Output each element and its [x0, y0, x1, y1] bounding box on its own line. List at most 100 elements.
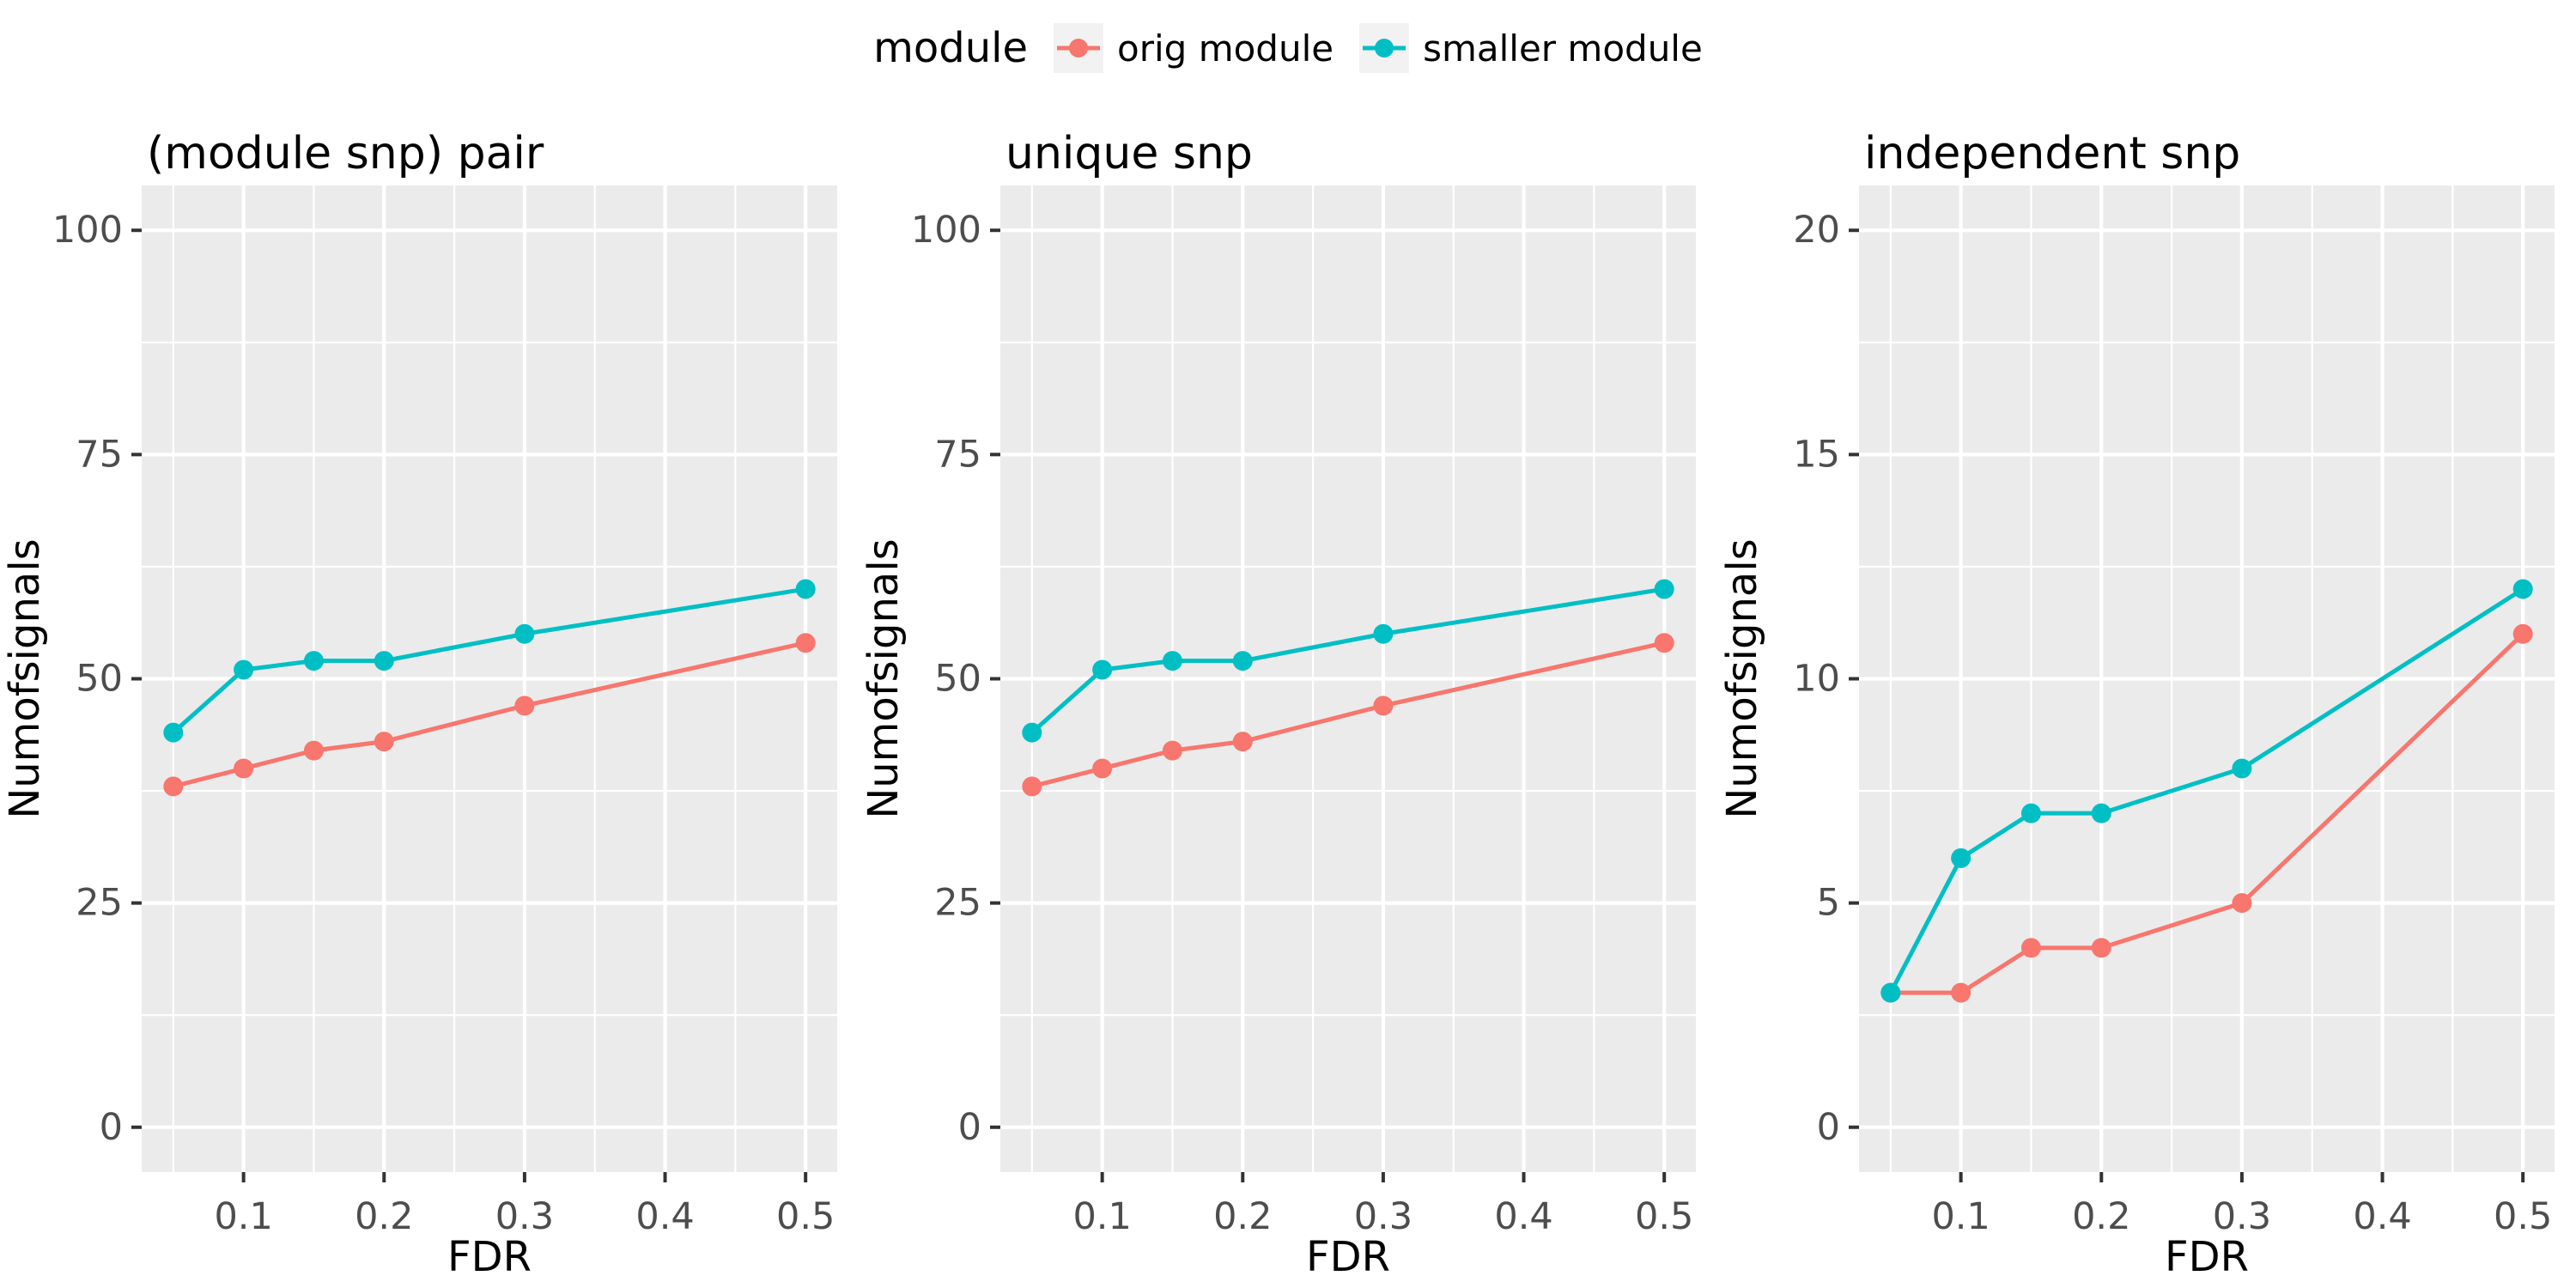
data-point — [2232, 893, 2252, 914]
x-axis-title: FDR — [1306, 1233, 1390, 1281]
series-line — [1030, 586, 1665, 735]
data-point — [1373, 696, 1394, 716]
data-point — [2020, 803, 2041, 823]
legend-key-point — [1375, 39, 1394, 58]
x-tick-label: 0.5 — [2494, 1195, 2552, 1238]
x-tick-label: 0.5 — [1635, 1195, 1693, 1238]
legend-key-smaller-module — [1359, 23, 1410, 73]
facet-independent-snp: 0.1 0.2 0.3 0.4 0.5 0 5 10 15 20 independent snp FD… — [1722, 120, 2572, 1288]
x-tick-label: 0.2 — [1213, 1195, 1272, 1238]
data-point — [2020, 938, 2041, 958]
x-tick-label: 0.4 — [2353, 1195, 2411, 1238]
data-point — [1232, 651, 1253, 671]
data-point — [1373, 623, 1394, 644]
y-tick-label: 0 — [958, 1106, 981, 1149]
data-point — [1951, 848, 1971, 868]
data-point — [234, 659, 254, 680]
data-point — [1654, 633, 1674, 653]
data-point — [1022, 776, 1042, 797]
data-point — [303, 740, 324, 761]
x-tick-label: 0.3 — [2213, 1195, 2271, 1238]
data-point — [2091, 938, 2111, 958]
gridlines — [142, 185, 837, 1172]
data-point — [2512, 579, 2533, 599]
series-smaller-module — [1880, 579, 2533, 1003]
x-axis-title: FDR — [447, 1233, 532, 1281]
legend: module orig module smaller module — [0, 14, 2576, 82]
data-point — [374, 651, 394, 671]
series-smaller-module — [163, 579, 816, 743]
data-point — [514, 696, 535, 716]
facet-module-snp-pair: 0.1 0.2 0.3 0.4 0.5 0 25 50 75 100 (module snp) pa… — [4, 120, 854, 1288]
legend-item-orig-module: orig module — [1054, 23, 1334, 73]
legend-key-point — [1069, 39, 1089, 58]
axes: 0.1 0.2 0.3 0.4 0.5 0 25 50 75 100 — [52, 209, 835, 1238]
y-tick-label: 20 — [1793, 209, 1840, 252]
y-tick-label: 0 — [1817, 1106, 1840, 1149]
x-tick-label: 0.3 — [1354, 1195, 1413, 1238]
data-point — [1162, 651, 1182, 671]
legend-item-label: orig module — [1117, 27, 1334, 70]
data-point — [374, 732, 394, 752]
gridlines — [1000, 185, 1696, 1172]
x-tick-label: 0.1 — [1931, 1195, 1990, 1238]
axes: 0.1 0.2 0.3 0.4 0.5 0 25 50 75 100 — [911, 209, 1693, 1238]
panel-plot-unique-snp: 0.1 0.2 0.3 0.4 0.5 0 25 50 75 100 unique snp FDR Nu… — [863, 128, 1696, 1281]
x-tick-label: 0.2 — [355, 1195, 413, 1238]
series-orig-module — [163, 633, 816, 797]
data-point — [1232, 732, 1253, 752]
data-point — [1022, 722, 1042, 743]
y-tick-label: 15 — [1793, 433, 1840, 476]
x-tick-label: 0.1 — [1072, 1195, 1131, 1238]
data-point — [1880, 982, 1901, 1003]
data-point — [1654, 579, 1674, 599]
axes: 0.1 0.2 0.3 0.4 0.5 0 5 10 15 20 — [1793, 209, 2552, 1238]
y-axis-title: Numofsignals — [863, 538, 908, 818]
y-axis-title: Numofsignals — [4, 538, 49, 818]
y-tick-label: 25 — [934, 882, 981, 925]
y-tick-label: 75 — [934, 433, 981, 476]
facet-unique-snp: 0.1 0.2 0.3 0.4 0.5 0 25 50 75 100 unique snp FDR Nu… — [863, 120, 1713, 1288]
panel-title: unique snp — [1005, 128, 1253, 179]
y-tick-label: 0 — [100, 1106, 123, 1149]
legend-key-glyph — [1057, 39, 1101, 58]
y-tick-label: 50 — [76, 658, 123, 701]
data-point — [2091, 803, 2111, 823]
x-tick-label: 0.5 — [776, 1195, 835, 1238]
data-point — [795, 579, 816, 599]
series-line — [1890, 632, 2524, 995]
y-tick-label: 25 — [76, 882, 123, 925]
series-line — [172, 586, 806, 735]
legend-title: module — [873, 24, 1029, 72]
panel-title: (module snp) pair — [147, 128, 544, 179]
data-point — [1092, 758, 1113, 779]
x-tick-label: 0.4 — [1494, 1195, 1552, 1238]
data-point — [1092, 659, 1113, 680]
y-tick-label: 100 — [52, 209, 123, 252]
data-point — [514, 623, 535, 644]
legend-key-orig-module — [1054, 23, 1104, 73]
legend-key-glyph — [1363, 39, 1406, 58]
series-line — [173, 641, 806, 789]
data-point — [163, 722, 184, 743]
x-tick-label: 0.1 — [214, 1195, 272, 1238]
legend-item-smaller-module: smaller module — [1359, 23, 1703, 73]
data-point — [234, 758, 254, 779]
data-point — [303, 651, 324, 671]
data-point — [2232, 758, 2252, 779]
y-tick-label: 100 — [911, 209, 981, 252]
y-axis-title: Numofsignals — [1722, 538, 1766, 818]
panel-title: independent snp — [1864, 128, 2240, 179]
legend-item-label: smaller module — [1423, 27, 1703, 70]
y-tick-label: 5 — [1817, 882, 1840, 925]
data-point — [163, 776, 184, 797]
x-tick-label: 0.3 — [495, 1195, 554, 1238]
panel-plot-independent-snp: 0.1 0.2 0.3 0.4 0.5 0 5 10 15 20 independent snp FD… — [1722, 128, 2555, 1281]
series-orig-module — [1022, 633, 1674, 797]
y-tick-label: 75 — [76, 433, 123, 476]
x-tick-label: 0.4 — [635, 1195, 694, 1238]
data-point — [1951, 982, 1971, 1003]
series-smaller-module — [1022, 579, 1674, 743]
x-axis-title: FDR — [2165, 1233, 2249, 1281]
panel-plot-module-snp-pair: 0.1 0.2 0.3 0.4 0.5 0 25 50 75 100 (module snp) pa… — [4, 128, 837, 1281]
